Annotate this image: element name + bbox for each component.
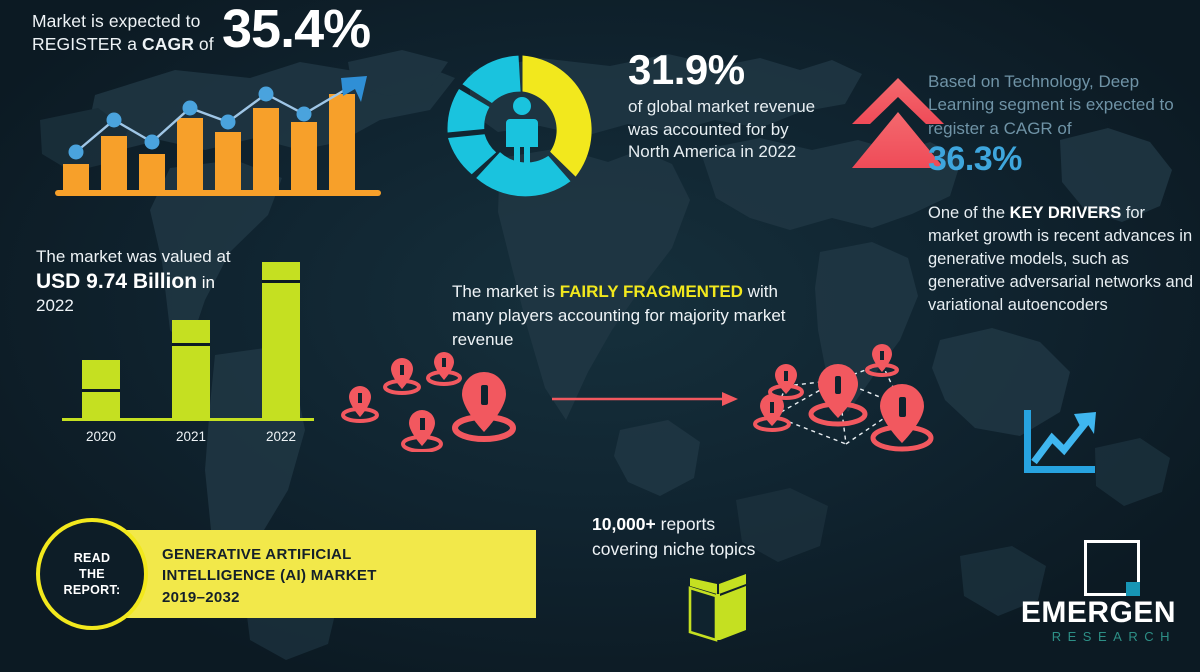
map-pin-icon (768, 364, 804, 400)
map-pin-icon (865, 344, 899, 377)
pin-group-right (753, 344, 934, 452)
green-chart-baseline (62, 418, 314, 421)
green-value-chart-svg (62, 262, 314, 421)
reports-count-text: 10,000+ reports covering niche topics (592, 512, 822, 561)
map-pin-icon (341, 386, 379, 423)
map-pin-icon-large (452, 372, 516, 442)
fragmentation-highlight: FAIRLY FRAGMENTED (559, 282, 743, 301)
read-report-badge-label: READ THE REPORT: (63, 551, 121, 597)
valuation-amount: USD 9.74 Billion (36, 270, 198, 294)
read-report-badge[interactable]: READ THE REPORT: (36, 518, 148, 630)
header-lead-line2: REGISTER a CAGR of (32, 34, 214, 55)
green-bar-2020 (82, 360, 120, 420)
logo-subtitle: RESEARCH (1051, 629, 1176, 644)
person-icon (506, 97, 538, 172)
open-book-icon (688, 574, 746, 642)
valuation-line3: 2022 (36, 296, 74, 316)
green-value-chart: 2020 2021 2022 (60, 262, 322, 444)
north-america-description: of global market revenue was accounted f… (628, 97, 816, 162)
deep-learning-percent: 36.3% (928, 140, 1022, 179)
valuation-text: The market was valued at USD 9.74 Billio… (36, 246, 276, 317)
logo-corner-accent (1126, 582, 1140, 596)
map-pins-scattered (341, 352, 516, 452)
orange-chart-baseline (55, 190, 381, 196)
map-pin-icon-large (808, 364, 868, 427)
growth-chart-icon (1024, 410, 1096, 473)
donut-segment-4 (447, 89, 490, 133)
green-bar-2021 (172, 320, 210, 420)
green-chart-label-2020: 2020 (85, 429, 117, 444)
logo-name: EMERGEN (1020, 596, 1176, 629)
fragmentation-text: The market is FAIRLY FRAGMENTED with man… (452, 282, 786, 349)
double-chevron-up-icon (852, 78, 944, 168)
map-pin-icon (401, 410, 443, 452)
north-america-block: 31.9% of global market revenue was accou… (628, 46, 818, 164)
green-bar-2022 (262, 262, 300, 420)
north-america-percent: 31.9% (628, 46, 745, 93)
donut-segment-5 (462, 55, 521, 103)
orange-growth-chart (55, 76, 381, 196)
key-drivers-highlight: KEY DRIVERS (1009, 204, 1122, 222)
cagr-value: 35.4% (222, 0, 371, 59)
emergen-research-logo: EMERGEN RESEARCH (960, 540, 1176, 644)
green-chart-label-2021: 2021 (175, 429, 207, 444)
green-chart-label-2022: 2022 (265, 429, 297, 444)
deep-learning-lead: Based on Technology, Deep Learning segme… (928, 72, 1174, 138)
donut-segment-2 (476, 152, 571, 197)
report-title: GENERATIVE ARTIFICIAL INTELLIGENCE (AI) … (162, 544, 542, 608)
map-pin-icon (753, 394, 791, 432)
read-report-cta[interactable]: READ THE REPORT: GENERATIVE ARTIFICIAL I… (36, 518, 536, 630)
valuation-line2: USD 9.74 Billion in (36, 270, 216, 294)
header-lead-line1: Market is expected to (32, 11, 201, 31)
reports-count-line1: 10,000+ reports (592, 514, 716, 534)
north-america-donut (447, 55, 592, 197)
donut-segments (447, 55, 592, 197)
reports-count-line2: covering niche topics (592, 538, 756, 559)
header-lead-text: Market is expected to REGISTER a CAGR of (32, 10, 232, 56)
orange-bars (63, 94, 355, 190)
map-pin-icon (426, 352, 462, 386)
map-pin-icon (383, 358, 421, 395)
donut-segment-3 (448, 134, 497, 175)
flow-arrow-icon (552, 392, 738, 406)
map-pin-icon-large (870, 384, 934, 452)
report-title-line2: INTELLIGENCE (AI) MARKET (162, 567, 377, 585)
logo-square-mark (1084, 540, 1140, 596)
deep-learning-block: Based on Technology, Deep Learning segme… (928, 70, 1196, 179)
trend-markers (68, 86, 312, 160)
valuation-line1: The market was valued at (36, 247, 231, 266)
pin-group-left (341, 352, 516, 452)
reports-count-value: 10,000+ (592, 514, 656, 534)
cagr-bold-word: CAGR (142, 34, 194, 55)
donut-segment-north-america (522, 55, 592, 177)
report-title-line3: 2019–2032 (162, 588, 240, 606)
key-drivers-text: One of the KEY DRIVERS for market growth… (928, 204, 1194, 315)
report-title-line1: GENERATIVE ARTIFICIAL (162, 546, 352, 563)
map-pins-networked (753, 344, 934, 452)
trend-arrow-icon (341, 76, 367, 102)
